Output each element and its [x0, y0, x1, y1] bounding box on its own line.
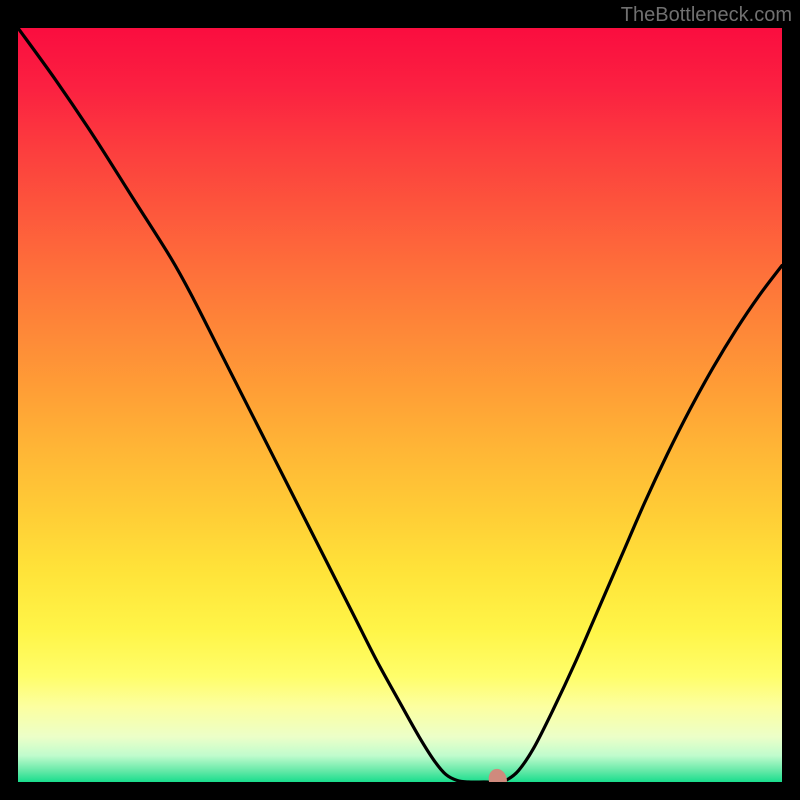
gradient-background: [18, 28, 782, 782]
chart-plot-area: [18, 28, 782, 782]
chart-svg: [18, 28, 782, 782]
watermark-text: TheBottleneck.com: [621, 4, 792, 27]
